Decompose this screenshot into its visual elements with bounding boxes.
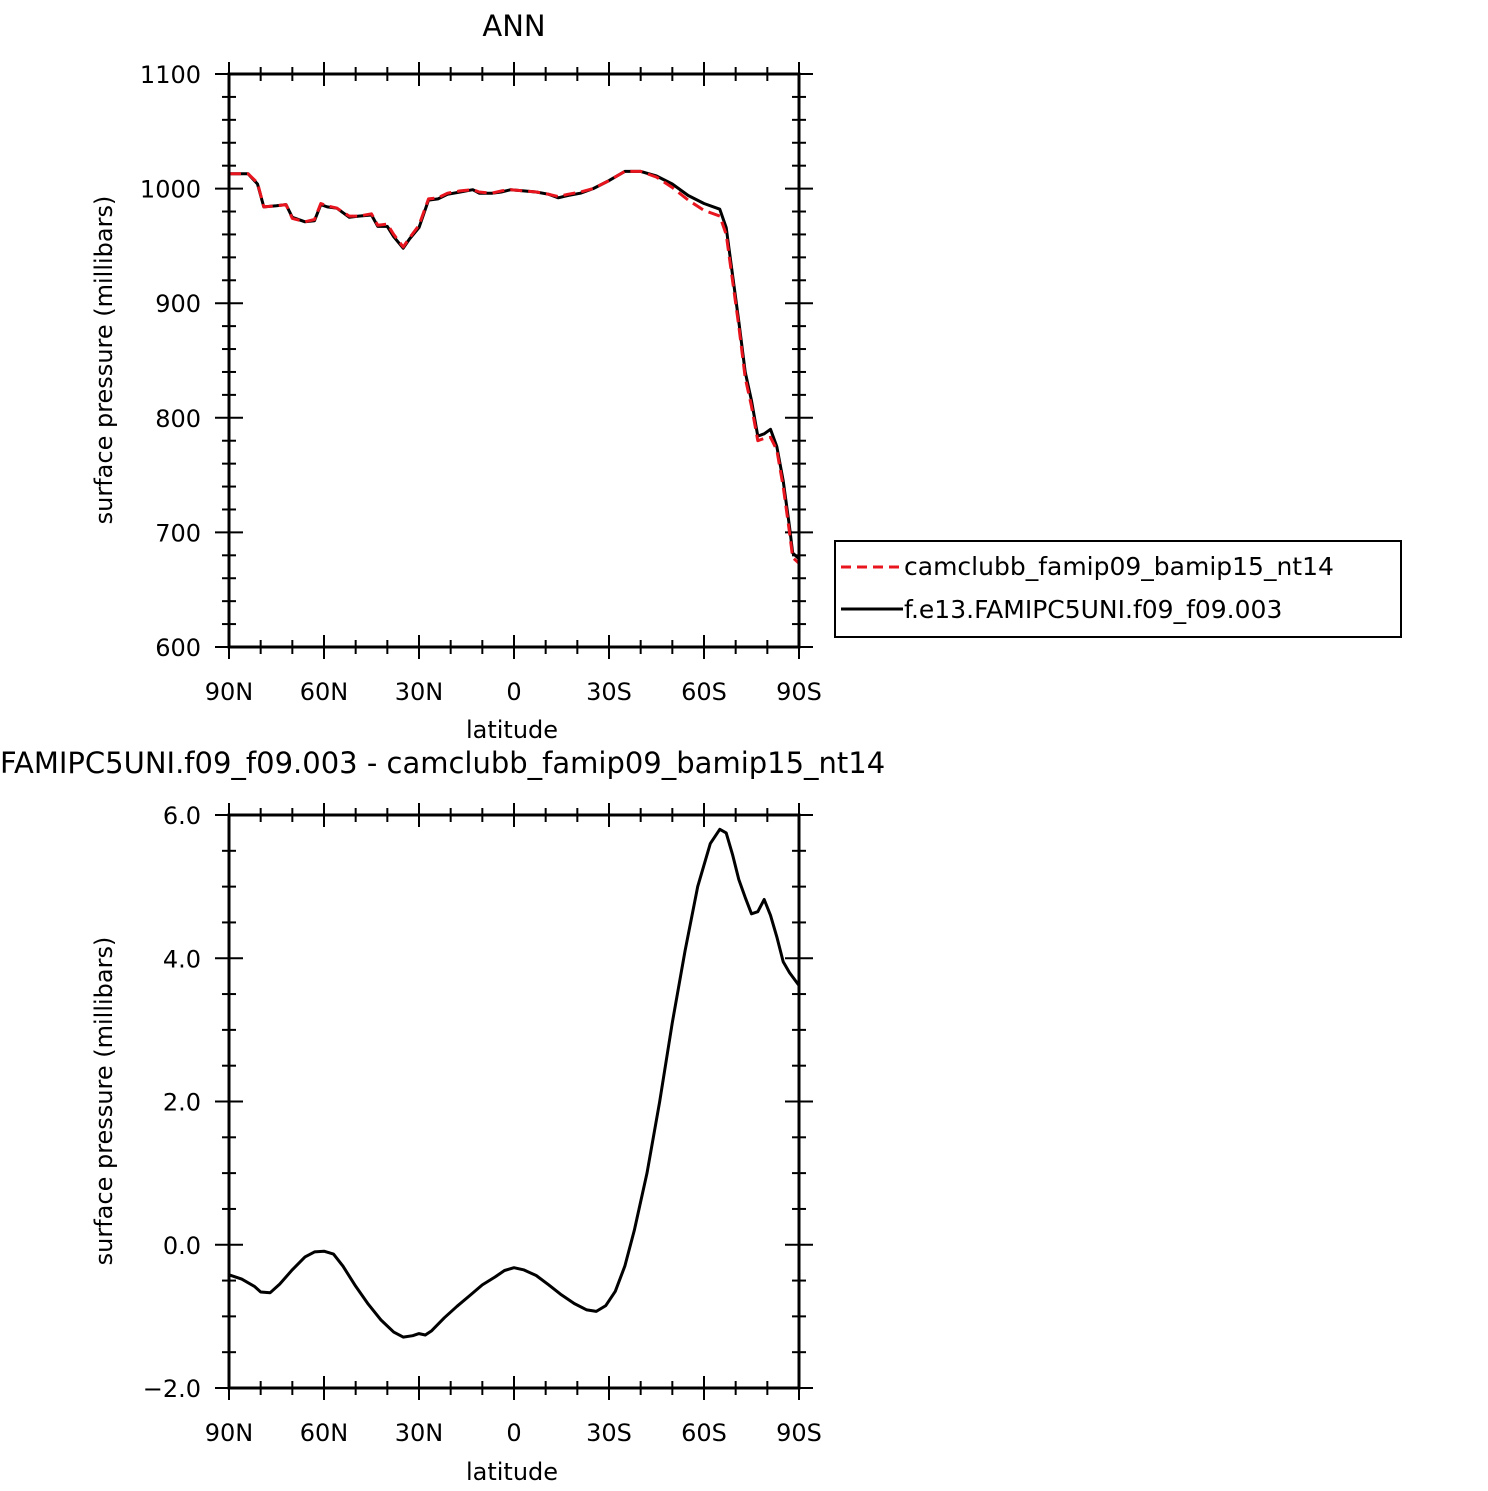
upper-x-tick-label: 60S bbox=[681, 678, 727, 706]
lower-plot-frame bbox=[227, 813, 801, 1390]
upper-ticks: 90N 60N 30N 0 30S 60S 90S 600 700 800 900 1000 1100 bbox=[140, 61, 822, 706]
lower-series-lines bbox=[228, 827, 801, 1339]
lower-plot-title: FAMIPC5UNI.f09_f09.003 - camclubb_famip0… bbox=[0, 746, 885, 780]
lower-y-tick-label: 6.0 bbox=[163, 802, 201, 830]
upper-x-tick-label: 0 bbox=[506, 678, 521, 706]
upper-y-tick-label: 900 bbox=[155, 290, 201, 318]
upper-x-tick-label: 90S bbox=[776, 678, 822, 706]
upper-y-axis-title: surface pressure (millibars) bbox=[90, 196, 118, 525]
lower-x-tick-label: 60S bbox=[681, 1419, 727, 1447]
lower-series-line-0 bbox=[228, 827, 801, 1339]
upper-panel: ANN 90N 60N 30N 0 30S 60S 90S 600 700 800 900 1000 1… bbox=[90, 9, 822, 744]
lower-x-axis-title: latitude bbox=[466, 1458, 558, 1486]
upper-y-tick-label: 700 bbox=[155, 519, 201, 547]
upper-series-lines bbox=[229, 169, 801, 565]
upper-plot-title: ANN bbox=[482, 9, 545, 43]
lower-ticks: 90N 60N 30N 0 30S 60S 90S −2.0 0.0 2.0 4.0 6.0 bbox=[143, 802, 822, 1447]
legend-box bbox=[834, 540, 1402, 638]
legend: camclubb_famip09_bamip15_nt14 f.e13.FAMI… bbox=[834, 540, 1402, 638]
lower-panel: FAMIPC5UNI.f09_f09.003 - camclubb_famip0… bbox=[0, 746, 885, 1486]
lower-y-tick-label: 0.0 bbox=[163, 1232, 201, 1260]
lower-y-tick-label: 2.0 bbox=[163, 1089, 201, 1117]
lower-y-axis-title: surface pressure (millibars) bbox=[90, 937, 118, 1266]
upper-y-tick-label: 1100 bbox=[140, 61, 201, 89]
legend-label-camclubb: camclubb_famip09_bamip15_nt14 bbox=[904, 552, 1334, 581]
upper-x-axis-title: latitude bbox=[466, 716, 558, 744]
legend-label-fe13: f.e13.FAMIPC5UNI.f09_f09.003 bbox=[904, 595, 1282, 624]
upper-series-line-0 bbox=[229, 169, 801, 565]
upper-x-tick-label: 30N bbox=[395, 678, 444, 706]
upper-series-line-1 bbox=[229, 169, 801, 560]
lower-x-tick-label: 90S bbox=[776, 1419, 822, 1447]
lower-x-tick-label: 90N bbox=[205, 1419, 254, 1447]
upper-y-tick-label: 600 bbox=[155, 634, 201, 662]
upper-y-tick-label: 800 bbox=[155, 405, 201, 433]
lower-y-tick-label: −2.0 bbox=[143, 1375, 201, 1403]
lower-x-tick-label: 0 bbox=[506, 1419, 521, 1447]
lower-x-tick-label: 30N bbox=[395, 1419, 444, 1447]
upper-x-tick-label: 60N bbox=[300, 678, 349, 706]
upper-x-tick-label: 90N bbox=[205, 678, 254, 706]
upper-x-tick-label: 30S bbox=[586, 678, 632, 706]
upper-y-tick-label: 1000 bbox=[140, 176, 201, 204]
lower-x-tick-label: 30S bbox=[586, 1419, 632, 1447]
lower-x-tick-label: 60N bbox=[300, 1419, 349, 1447]
upper-plot-frame bbox=[227, 72, 801, 649]
lower-y-tick-label: 4.0 bbox=[163, 945, 201, 973]
